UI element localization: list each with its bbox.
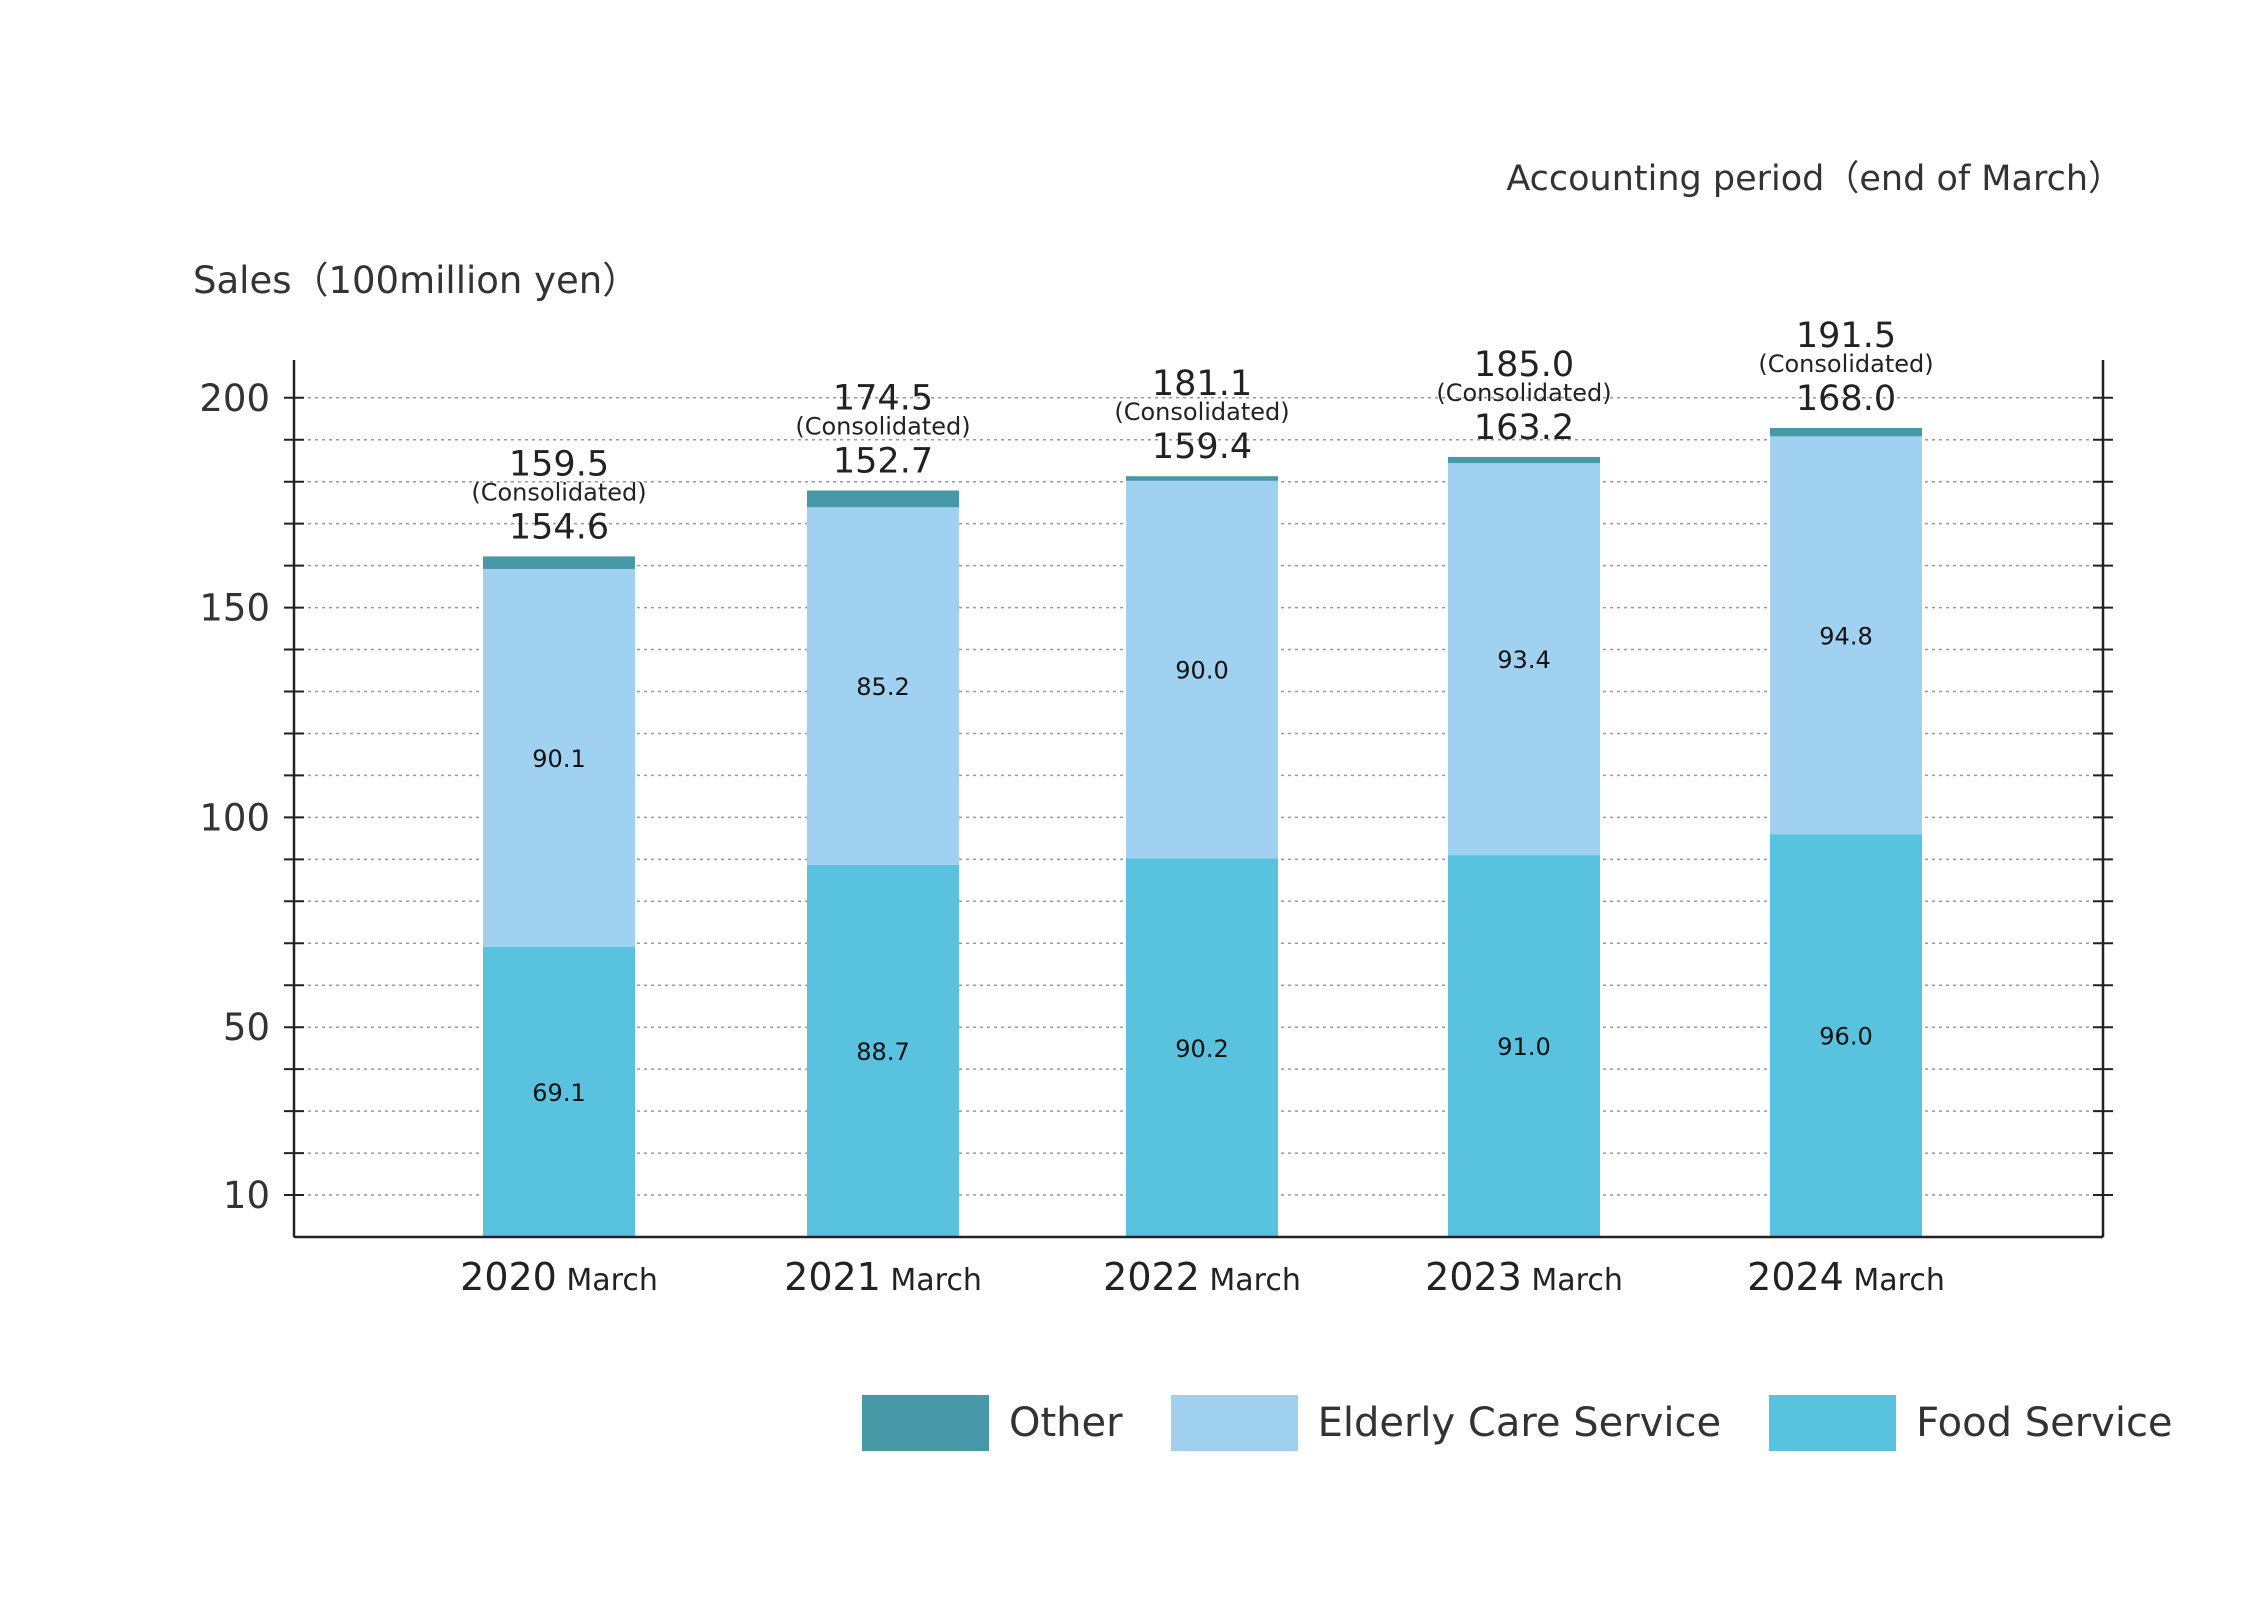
bar-segment-elderly-care-service bbox=[807, 507, 959, 865]
bar-segment-elderly-care-service bbox=[1126, 480, 1278, 859]
segment-value-label: 88.7 bbox=[856, 1038, 909, 1066]
consolidated-note: (Consolidated) bbox=[471, 478, 646, 506]
subtotal-label: 163.2 bbox=[1474, 408, 1574, 448]
consolidated-total-label: 181.1 bbox=[1152, 364, 1252, 404]
category-year: 2022 bbox=[1103, 1255, 1200, 1299]
bar-segment-other bbox=[1126, 476, 1278, 481]
segment-value-label: 94.8 bbox=[1819, 622, 1872, 650]
x-category-label: 2021 March bbox=[784, 1255, 982, 1299]
consolidated-note: (Consolidated) bbox=[1758, 350, 1933, 378]
bar-segment-other bbox=[483, 556, 635, 569]
consolidated-note: (Consolidated) bbox=[1436, 379, 1611, 407]
legend: Other Elderly Care Service Food Service bbox=[862, 1395, 2173, 1451]
period-note: Accounting period（end of March） bbox=[1506, 159, 2123, 199]
segment-value-label: 90.2 bbox=[1175, 1035, 1228, 1063]
segment-value-label: 90.1 bbox=[532, 745, 585, 773]
legend-label-food-service: Food Service bbox=[1916, 1400, 2173, 1446]
bar-segment-elderly-care-service bbox=[1448, 463, 1600, 856]
y-tick-label: 50 bbox=[223, 1006, 270, 1049]
y-tick-label: 10 bbox=[223, 1174, 270, 1217]
bar-segment-food-service bbox=[1126, 858, 1278, 1237]
subtotal-label: 154.6 bbox=[509, 507, 609, 547]
bar-segment-other bbox=[1448, 456, 1600, 464]
bar-segment-other bbox=[1770, 427, 1922, 437]
y-tick-label: 100 bbox=[199, 796, 270, 839]
consolidated-total-label: 191.5 bbox=[1796, 316, 1896, 356]
category-year: 2024 bbox=[1747, 1255, 1844, 1299]
bar-segment-food-service bbox=[807, 864, 959, 1237]
legend-label-elderly-care: Elderly Care Service bbox=[1317, 1400, 1722, 1446]
segment-value-label: 96.0 bbox=[1819, 1023, 1872, 1051]
category-year: 2020 bbox=[460, 1255, 557, 1299]
bar-segment-food-service bbox=[1770, 834, 1922, 1237]
x-category-label: 2023 March bbox=[1425, 1255, 1623, 1299]
category-unit: March bbox=[881, 1263, 982, 1298]
bar-segment-other bbox=[807, 490, 959, 508]
consolidated-note: (Consolidated) bbox=[1114, 398, 1289, 426]
legend-label-other: Other bbox=[1009, 1400, 1123, 1446]
category-unit: March bbox=[1522, 1263, 1623, 1298]
subtotal-label: 159.4 bbox=[1152, 427, 1252, 467]
legend-swatch-elderly-care bbox=[1170, 1395, 1298, 1451]
y-axis-title: Sales（100million yen） bbox=[193, 259, 640, 302]
consolidated-total-label: 185.0 bbox=[1474, 345, 1574, 385]
legend-swatch-food-service bbox=[1769, 1395, 1897, 1451]
bar-segment-elderly-care-service bbox=[483, 568, 635, 948]
category-year: 2023 bbox=[1425, 1255, 1522, 1299]
legend-swatch-other bbox=[862, 1395, 989, 1451]
y-tick-label: 200 bbox=[199, 377, 270, 420]
category-unit: March bbox=[1200, 1263, 1301, 1298]
x-category-label: 2020 March bbox=[460, 1255, 658, 1299]
subtotal-label: 168.0 bbox=[1796, 379, 1896, 419]
segment-value-label: 91.0 bbox=[1497, 1033, 1550, 1061]
subtotal-label: 152.7 bbox=[833, 442, 933, 482]
consolidated-total-label: 174.5 bbox=[833, 379, 933, 419]
legend-item-other: Other bbox=[862, 1395, 1123, 1451]
consolidated-note: (Consolidated) bbox=[795, 413, 970, 441]
segment-value-label: 69.1 bbox=[532, 1079, 585, 1107]
x-category-label: 2022 March bbox=[1103, 1255, 1301, 1299]
legend-item-food-service: Food Service bbox=[1769, 1395, 2173, 1451]
bar-segment-food-service bbox=[483, 947, 635, 1237]
bar-segment-elderly-care-service bbox=[1770, 436, 1922, 835]
segment-value-label: 93.4 bbox=[1497, 646, 1550, 674]
category-unit: March bbox=[1844, 1263, 1945, 1298]
category-unit: March bbox=[557, 1263, 658, 1298]
legend-item-elderly-care: Elderly Care Service bbox=[1170, 1395, 1722, 1451]
bar-segment-food-service bbox=[1448, 855, 1600, 1237]
consolidated-total-label: 159.5 bbox=[509, 444, 609, 484]
segment-value-label: 90.0 bbox=[1175, 657, 1228, 685]
y-tick-label: 150 bbox=[199, 587, 270, 630]
category-year: 2021 bbox=[784, 1255, 881, 1299]
x-category-label: 2024 March bbox=[1747, 1255, 1945, 1299]
segment-value-label: 85.2 bbox=[856, 673, 909, 701]
